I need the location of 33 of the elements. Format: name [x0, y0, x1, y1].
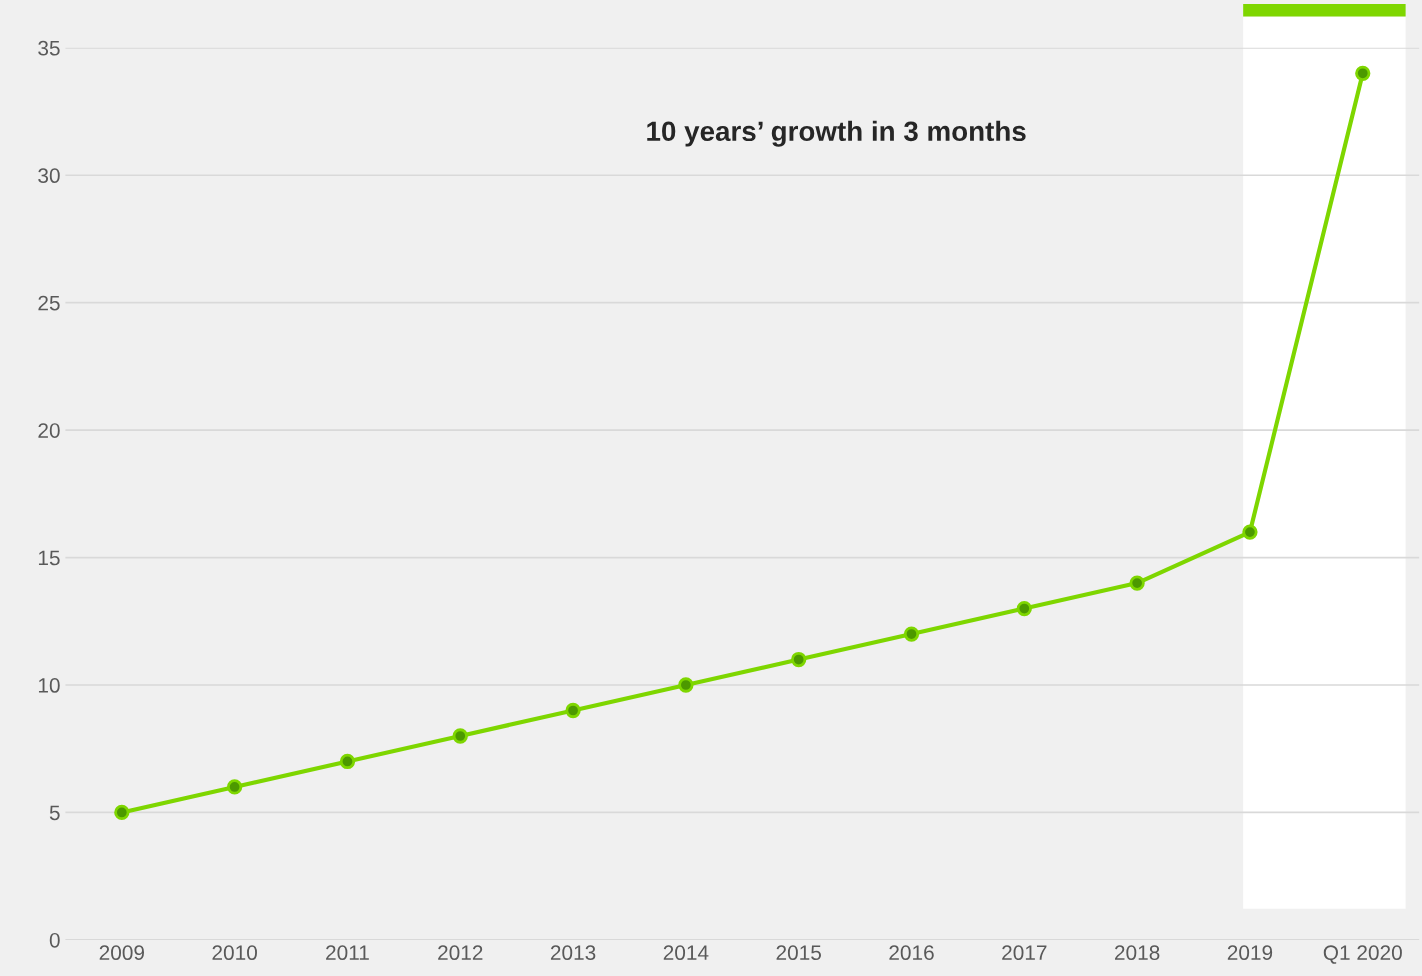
x-tick-label: 2011	[326, 945, 369, 961]
x-tick-label: 2013	[550, 945, 596, 961]
point	[903, 626, 920, 642]
point	[114, 804, 130, 821]
point	[1355, 65, 1371, 81]
y-tick-label: 15	[38, 550, 60, 566]
y-tick-label: 25	[38, 295, 60, 311]
point	[565, 702, 581, 719]
annotation: 10 years’ growth in 3 months	[647, 120, 1026, 147]
point	[452, 728, 468, 744]
y-tick-label: 35	[38, 40, 60, 56]
x-tick-label: 2012	[438, 945, 483, 961]
y-tick-label: 30	[38, 168, 60, 184]
point	[678, 677, 694, 693]
point	[1016, 600, 1032, 617]
point	[339, 753, 356, 770]
x-tick-label: 2014	[663, 945, 709, 961]
x-tick-label: 2016	[889, 945, 934, 961]
y-tick-label: 10	[38, 678, 60, 693]
x-tick-label: Q1 2020	[1323, 945, 1402, 964]
point	[226, 779, 243, 795]
x-tick-label: 2009	[99, 945, 145, 961]
x-tick-label: 2018	[1115, 945, 1160, 961]
point	[1129, 575, 1145, 591]
x-tick-label: 2010	[212, 945, 257, 961]
x-tick-label: 2017	[1002, 945, 1047, 961]
x-tick-label: 2019	[1227, 945, 1273, 961]
point	[1242, 524, 1258, 540]
y-tick-label: 5	[49, 805, 60, 821]
x-tick-label: 2015	[776, 945, 821, 961]
point	[791, 651, 807, 668]
y-tick-label: 20	[38, 423, 60, 438]
y-tick-label: 0	[49, 932, 60, 948]
